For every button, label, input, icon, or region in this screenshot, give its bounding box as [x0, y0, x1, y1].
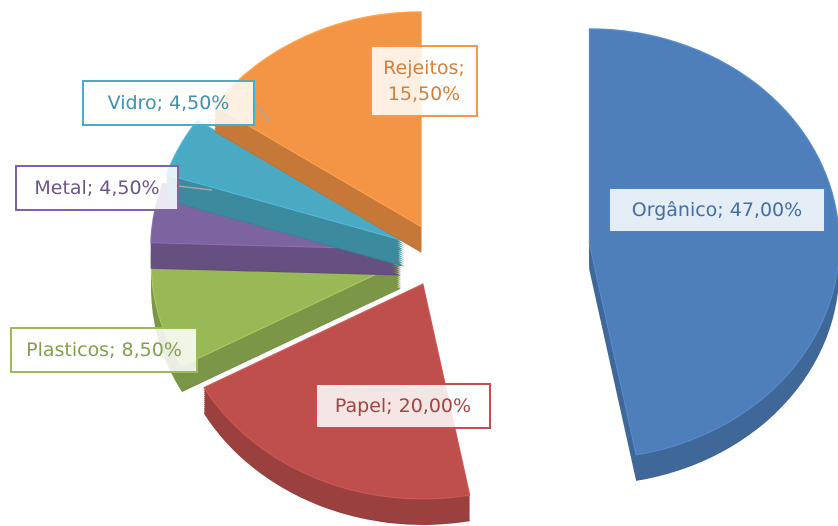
- data-label: Metal; 4,50%: [15, 165, 179, 211]
- leader-line: [177, 185, 213, 191]
- slice: [150, 255, 402, 393]
- slice-top: [588, 28, 838, 456]
- slice: [165, 119, 405, 267]
- data-label: Rejeitos; 15,50%: [370, 45, 478, 117]
- data-label: Plasticos; 8,50%: [10, 327, 198, 373]
- data-label: Orgânico; 47,00%: [608, 187, 826, 233]
- data-label: Vidro; 4,50%: [82, 80, 255, 126]
- slice: [588, 28, 838, 481]
- slice: [213, 11, 422, 253]
- data-label: Papel; 20,00%: [315, 383, 491, 429]
- leader-line: [253, 100, 271, 123]
